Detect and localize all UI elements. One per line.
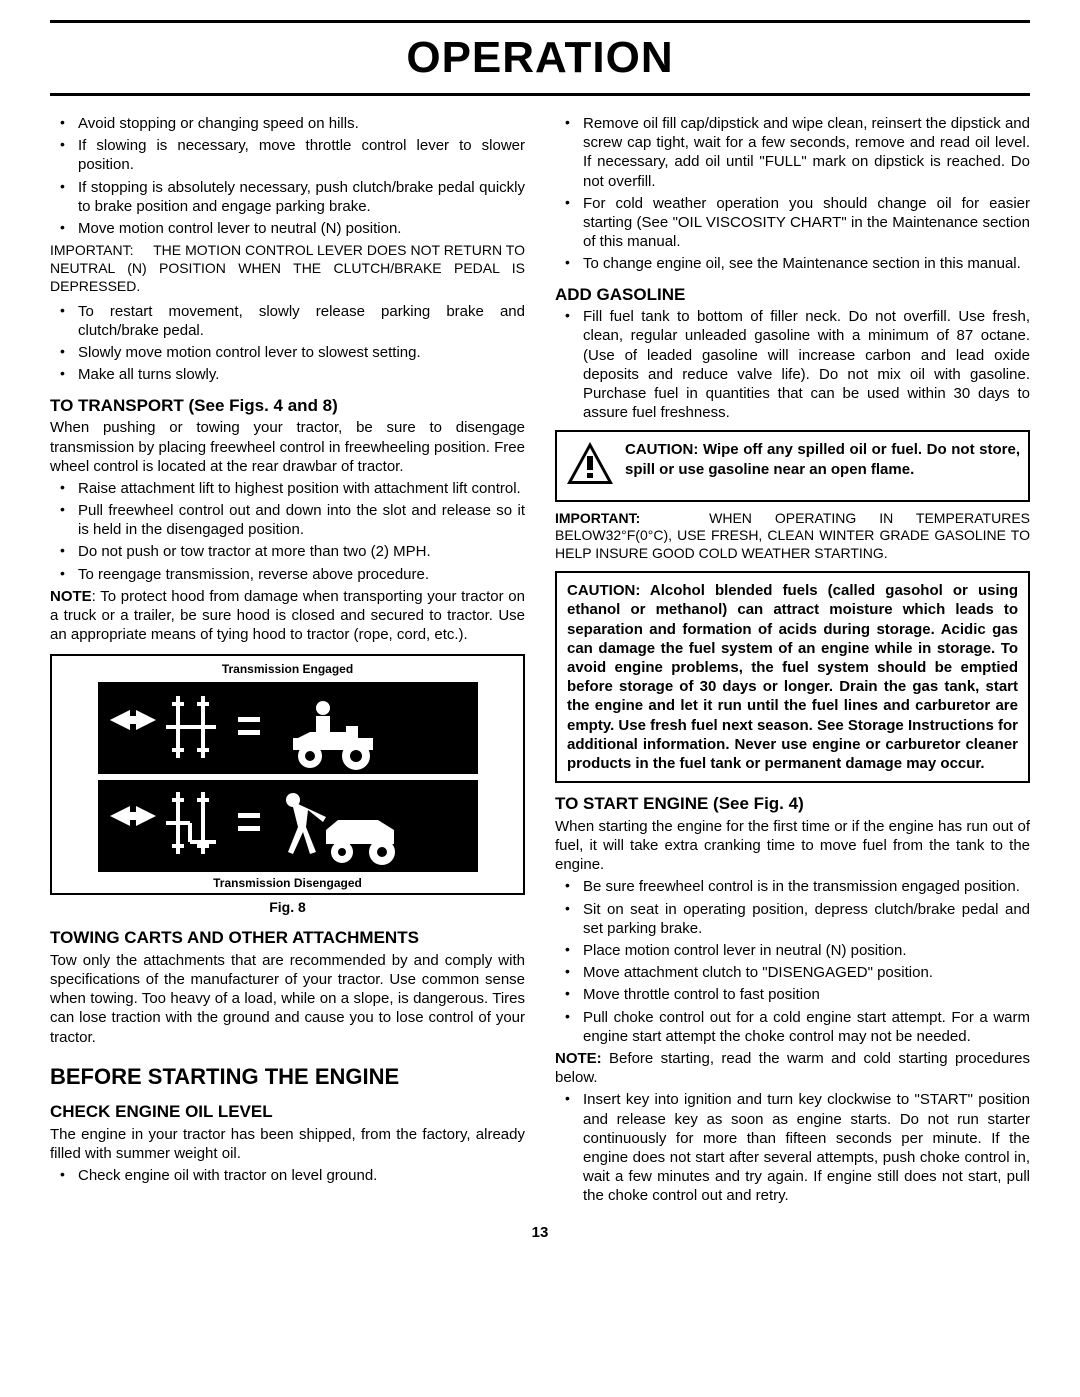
bullet-list: Check engine oil with tractor on level g…	[50, 1166, 525, 1185]
note-label: NOTE	[50, 588, 92, 605]
list-item: Move throttle control to fast position	[583, 985, 1030, 1004]
important-note: IMPORTANT: THE MOTION CONTROL LEVER DOES…	[50, 242, 525, 296]
list-item: To restart movement, slowly release park…	[78, 302, 525, 340]
list-item: If stopping is absolutely necessary, pus…	[78, 178, 525, 216]
title-block: OPERATION	[50, 27, 1030, 96]
bullet-list: Fill fuel tank to bottom of filler neck.…	[555, 307, 1030, 422]
list-item: Be sure freewheel control is in the tran…	[583, 877, 1030, 896]
caution-box-large: CAUTION: Alcohol blended fuels (called g…	[555, 571, 1030, 783]
left-column: Avoid stopping or changing speed on hill…	[50, 112, 525, 1208]
body-text: The engine in your tractor has been ship…	[50, 1125, 525, 1163]
list-item: If slowing is necessary, move throttle c…	[78, 136, 525, 174]
list-item: Sit on seat in operating position, depre…	[583, 900, 1030, 938]
note-text: NOTE: To protect hood from damage when t…	[50, 587, 525, 645]
list-item: Do not push or tow tractor at more than …	[78, 542, 525, 561]
figure-label-top: Transmission Engaged	[58, 662, 517, 677]
section-heading: ADD GASOLINE	[555, 284, 1030, 306]
list-item: Check engine oil with tractor on level g…	[78, 1166, 525, 1185]
content-columns: Avoid stopping or changing speed on hill…	[50, 112, 1030, 1208]
warning-icon	[565, 440, 615, 491]
important-label: IMPORTANT:	[555, 510, 640, 526]
section-heading: TO START ENGINE (See Fig. 4)	[555, 793, 1030, 815]
caution-box: CAUTION: Wipe off any spilled oil or fue…	[555, 430, 1030, 501]
page-title: OPERATION	[50, 33, 1030, 83]
list-item: Place motion control lever in neutral (N…	[583, 941, 1030, 960]
caution-text: CAUTION: Wipe off any spilled oil or fue…	[625, 440, 1020, 491]
caution-label: CAUTION:	[567, 582, 640, 599]
bullet-list: Raise attachment lift to highest positio…	[50, 479, 525, 584]
bullet-list: Remove oil fill cap/dipstick and wipe cl…	[555, 114, 1030, 274]
list-item: To change engine oil, see the Maintenanc…	[583, 254, 1030, 273]
list-item: For cold weather operation you should ch…	[583, 194, 1030, 252]
figure-box: Transmission Engaged	[50, 654, 525, 895]
list-item: Avoid stopping or changing speed on hill…	[78, 114, 525, 133]
list-item: Move attachment clutch to "DISENGAGED" p…	[583, 963, 1030, 982]
list-item: Insert key into ignition and turn key cl…	[583, 1090, 1030, 1205]
caution-body: Alcohol blended fuels (called gasohol or…	[567, 582, 1018, 772]
important-label: IMPORTANT:	[50, 242, 134, 258]
body-text: When pushing or towing your tractor, be …	[50, 418, 525, 476]
list-item: Remove oil fill cap/dipstick and wipe cl…	[583, 114, 1030, 191]
figure-caption: Fig. 8	[50, 899, 525, 917]
page-number: 13	[50, 1224, 1030, 1241]
note-body: Before starting, read the warm and cold …	[555, 1050, 1030, 1086]
body-text: Tow only the attachments that are recomm…	[50, 951, 525, 1047]
section-heading: CHECK ENGINE OIL LEVEL	[50, 1101, 525, 1123]
list-item: Raise attachment lift to highest positio…	[78, 479, 525, 498]
figure-label-bottom: Transmission Disengaged	[58, 876, 517, 891]
list-item: Move motion control lever to neutral (N)…	[78, 219, 525, 238]
bullet-list: Be sure freewheel control is in the tran…	[555, 877, 1030, 1046]
list-item: Make all turns slowly.	[78, 365, 525, 384]
important-note: IMPORTANT: WHEN OPERATING IN TEMPERATURE…	[555, 510, 1030, 564]
list-item: Slowly move motion control lever to slow…	[78, 343, 525, 362]
note-text: NOTE: Before starting, read the warm and…	[555, 1049, 1030, 1087]
note-body: : To protect hood from damage when trans…	[50, 588, 525, 643]
list-item: Pull choke control out for a cold engine…	[583, 1008, 1030, 1046]
caution-label: CAUTION:	[625, 441, 698, 458]
list-item: Pull freewheel control out and down into…	[78, 501, 525, 539]
bullet-list: Insert key into ignition and turn key cl…	[555, 1090, 1030, 1205]
list-item: To reengage transmission, reverse above …	[78, 565, 525, 584]
right-column: Remove oil fill cap/dipstick and wipe cl…	[555, 112, 1030, 1208]
bullet-list: To restart movement, slowly release park…	[50, 302, 525, 385]
transmission-diagram	[98, 682, 478, 872]
section-heading: TO TRANSPORT (See Figs. 4 and 8)	[50, 395, 525, 417]
bullet-list: Avoid stopping or changing speed on hill…	[50, 114, 525, 238]
list-item: Fill fuel tank to bottom of filler neck.…	[583, 307, 1030, 422]
section-heading: TOWING CARTS AND OTHER ATTACHMENTS	[50, 927, 525, 949]
top-rule	[50, 20, 1030, 23]
body-text: When starting the engine for the first t…	[555, 817, 1030, 875]
note-label: NOTE:	[555, 1050, 602, 1067]
major-heading: BEFORE STARTING THE ENGINE	[50, 1063, 525, 1091]
